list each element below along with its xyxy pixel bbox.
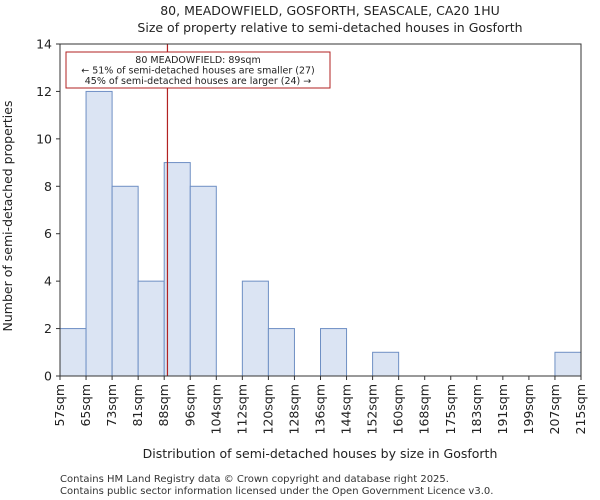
x-tick-label-199sqm: 199sqm — [521, 384, 536, 434]
x-tick-label-88sqm: 88sqm — [156, 384, 171, 427]
x-axis-label: Distribution of semi-detached houses by … — [143, 446, 498, 461]
x-tick-label-104sqm: 104sqm — [208, 384, 223, 434]
y-tick-label: 10 — [36, 131, 52, 146]
y-tick-label: 6 — [44, 226, 52, 241]
x-tick-label-144sqm: 144sqm — [339, 384, 354, 434]
x-tick-label-152sqm: 152sqm — [365, 384, 380, 434]
x-tick-label-65sqm: 65sqm — [78, 384, 93, 427]
y-tick-label: 2 — [44, 321, 52, 336]
x-tick-label-160sqm: 160sqm — [391, 384, 406, 434]
y-tick-label: 12 — [36, 84, 52, 99]
x-tick-label-136sqm: 136sqm — [313, 384, 328, 434]
x-tick-label-128sqm: 128sqm — [286, 384, 301, 434]
bar-112sqm — [241, 280, 269, 377]
bar-152sqm — [372, 351, 400, 377]
x-tick-label-120sqm: 120sqm — [260, 384, 275, 434]
x-tick-label-191sqm: 191sqm — [495, 384, 510, 434]
x-tick-label-207sqm: 207sqm — [547, 384, 562, 434]
bar-81sqm — [137, 280, 165, 377]
x-tick-label-81sqm: 81sqm — [130, 384, 145, 427]
y-tick-label: 4 — [44, 274, 52, 289]
x-tick-label-57sqm: 57sqm — [52, 384, 67, 427]
footer-line-1: Contains HM Land Registry data © Crown c… — [60, 474, 449, 485]
annotation-title: 80 MEADOWFIELD: 89sqm — [135, 55, 260, 66]
x-tick-label-183sqm: 183sqm — [469, 384, 484, 434]
annotation-smaller: ← 51% of semi-detached houses are smalle… — [81, 66, 315, 77]
x-tick-label-96sqm: 96sqm — [182, 384, 197, 427]
y-tick-label: 14 — [36, 37, 52, 52]
x-tick-label-112sqm: 112sqm — [234, 384, 249, 434]
bar-series — [59, 90, 582, 377]
x-tick-label-73sqm: 73sqm — [104, 384, 119, 427]
marker-annotation: 80 MEADOWFIELD: 89sqm ← 51% of semi-deta… — [65, 51, 331, 89]
annotation-box — [65, 51, 331, 89]
bar-57sqm — [59, 328, 87, 377]
chart-title: 80, MEADOWFIELD, GOSFORTH, SEASCALE, CA2… — [160, 3, 500, 18]
annotation-larger: 45% of semi-detached houses are larger (… — [85, 76, 312, 87]
x-tick-label-168sqm: 168sqm — [417, 384, 432, 434]
bar-207sqm — [554, 351, 582, 377]
y-axis-label: Number of semi-detached properties — [0, 101, 15, 332]
y-tick-label: 0 — [44, 369, 52, 384]
chart-subtitle: Size of property relative to semi-detach… — [137, 20, 522, 35]
y-tick-label: 8 — [44, 179, 52, 194]
bar-120sqm — [267, 328, 295, 377]
x-axis-ticks: 57sqm 65sqm 73sqm 81sqm 88sqm 96sqm 104sqm 112s… — [52, 376, 588, 434]
x-tick-label-215sqm: 215sqm — [573, 384, 588, 434]
y-axis-ticks: 0 2 4 6 8 10 12 14 — [36, 37, 60, 384]
bar-96sqm — [189, 185, 217, 377]
bar-65sqm — [85, 90, 113, 377]
bar-73sqm — [111, 185, 139, 377]
footer-line-2: Contains public sector information licen… — [60, 486, 493, 497]
bar-136sqm — [320, 328, 348, 377]
bar-88sqm — [163, 162, 191, 377]
x-tick-label-175sqm: 175sqm — [443, 384, 458, 434]
